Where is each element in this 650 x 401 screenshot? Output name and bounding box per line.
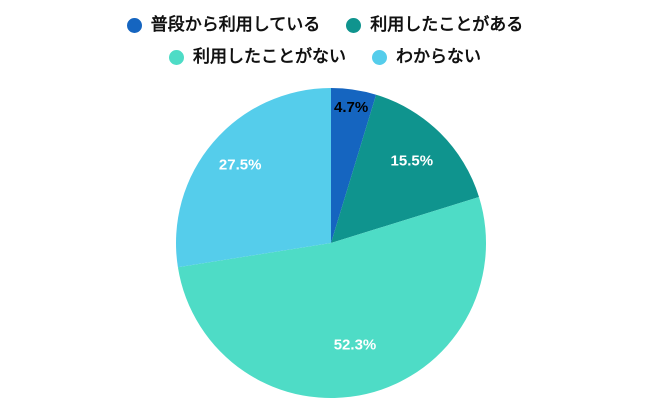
legend-marker-icon — [169, 49, 184, 65]
legend-item: 利用したことがある — [346, 13, 523, 37]
pie-slice — [176, 88, 331, 268]
legend-row: 普段から利用している 利用したことがある — [126, 13, 523, 37]
slice-value-label: 15.5% — [391, 153, 434, 170]
pie-slice — [331, 88, 377, 243]
legend-marker-icon — [126, 17, 142, 33]
pie-slice — [331, 94, 479, 244]
legend-label: わからない — [396, 47, 481, 66]
slice-value-label: 4.7% — [334, 99, 368, 116]
legend-item: 利用したことがない — [169, 45, 346, 69]
slice-value-label: 27.5% — [219, 156, 262, 173]
legend-item: 普段から利用している — [126, 13, 321, 37]
legend-row: 利用したことがない わからない — [169, 45, 481, 69]
pie-chart-svg: 4.7% 15.5% 52.3% 27.5% — [176, 88, 487, 399]
legend-marker-icon — [372, 49, 387, 65]
legend-label: 普段から利用している — [150, 15, 321, 34]
legend-label: 利用したことがある — [370, 15, 524, 34]
chart-legend: 普段から利用している 利用したことがある利用したことがない わからない — [0, 0, 650, 69]
legend-marker-icon — [346, 17, 362, 33]
legend-label: 利用したことがない — [193, 47, 346, 66]
slice-value-label: 52.3% — [334, 337, 377, 354]
pie-slice — [177, 196, 487, 399]
legend-item: わからない — [372, 45, 481, 69]
